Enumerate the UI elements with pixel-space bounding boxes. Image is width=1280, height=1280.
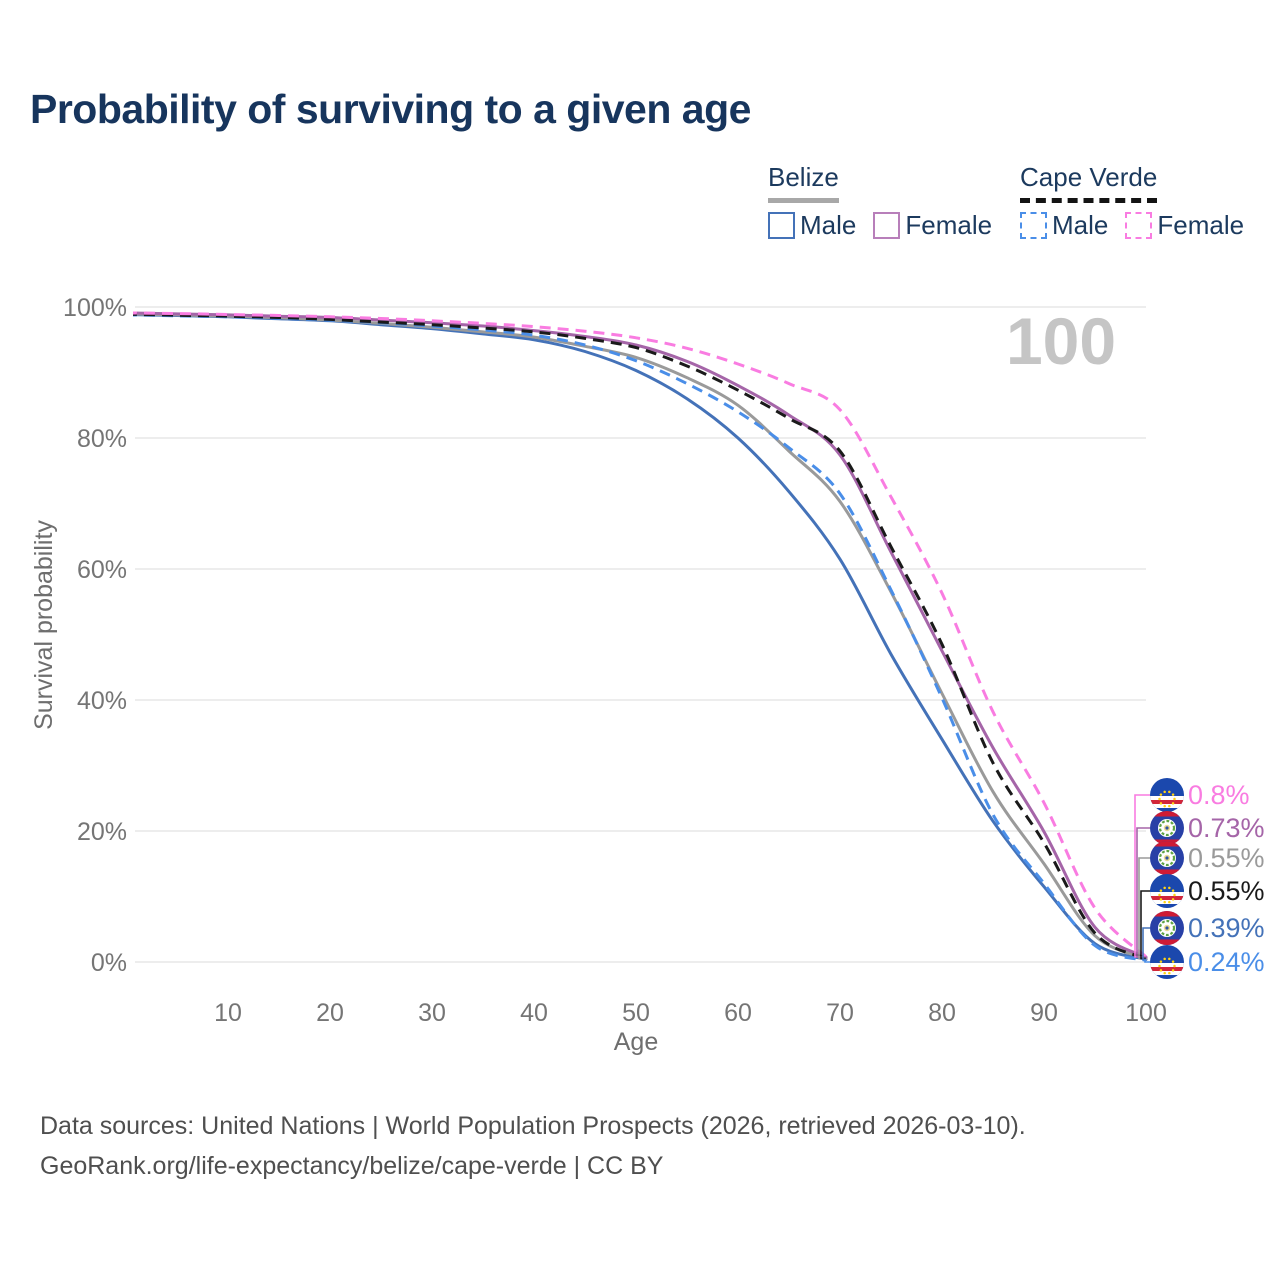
- x-tick-label: 70: [826, 999, 854, 1027]
- end-label-cape-verde-male-male: 0.24%: [1188, 947, 1265, 977]
- legend-label-cape-verde-female: Female: [1157, 210, 1245, 240]
- belize-flag-icon: [1150, 811, 1184, 845]
- cape-verde-flag-icon: [1150, 778, 1184, 812]
- end-label-leaders: [1134, 794, 1150, 963]
- footer-sources: Data sources: United Nations | World Pop…: [40, 1112, 1026, 1140]
- x-tick-label: 100: [1125, 999, 1167, 1027]
- belize-female-swatch: [873, 212, 901, 239]
- x-tick-label: 60: [724, 999, 752, 1027]
- gridlines: [135, 306, 1146, 963]
- belize-male-swatch: [768, 212, 795, 239]
- y-tick-label: 80%: [77, 425, 127, 453]
- y-tick-label: 40%: [77, 687, 127, 715]
- legend-item-belize-male[interactable]: Male: [768, 210, 856, 241]
- x-tick-label: 80: [928, 999, 956, 1027]
- cape-verde-flag-icon: [1150, 945, 1184, 979]
- cape-verde-male-swatch: [1020, 212, 1047, 239]
- line-cape-verde-male-male[interactable]: [126, 313, 1147, 962]
- end-label-leader: [1142, 927, 1150, 961]
- end-label-belize-male-male: 0.39%: [1188, 913, 1265, 943]
- x-tick-label: 40: [520, 999, 548, 1027]
- x-tick-label: 50: [622, 999, 650, 1027]
- legend-country-cape-verde[interactable]: Cape Verde: [1020, 162, 1158, 203]
- legend-item-cape-verde-male[interactable]: Male: [1020, 210, 1108, 241]
- x-tick-label: 20: [316, 999, 344, 1027]
- belize-flag-icon: [1150, 911, 1184, 945]
- line-belize-male-male[interactable]: [126, 313, 1148, 961]
- legend-label-belize-female: Female: [905, 210, 993, 240]
- legend-group-belize: Belize Male Female: [768, 162, 992, 241]
- end-label-cape-verde-female-female: 0.8%: [1188, 780, 1250, 810]
- cape-verde-female-swatch: [1125, 212, 1153, 239]
- end-label-leader: [1144, 959, 1150, 963]
- y-axis-title: Survival probability: [30, 520, 58, 730]
- legend-item-belize-female[interactable]: Female: [873, 210, 992, 241]
- x-tick-label: 30: [418, 999, 446, 1027]
- chart-title: Probability of surviving to a given age: [30, 86, 751, 132]
- y-tick-label: 100%: [63, 294, 127, 322]
- belize-flag-icon: [1150, 841, 1184, 875]
- series-lines: [126, 311, 1148, 962]
- legend-item-cape-verde-female[interactable]: Female: [1125, 210, 1244, 241]
- footer: Data sources: United Nations | World Pop…: [40, 1106, 1026, 1186]
- x-axis-title: Age: [614, 1028, 658, 1056]
- end-label-belize-female-female: 0.73%: [1188, 813, 1265, 843]
- footer-link[interactable]: GeoRank.org/life-expectancy/belize/cape-…: [40, 1152, 664, 1180]
- y-tick-label: 0%: [91, 949, 127, 977]
- legend-label-cape-verde-male: Male: [1052, 210, 1109, 240]
- cape-verde-flag-icon: [1150, 874, 1184, 908]
- legend-items-belize: Male Female: [768, 210, 992, 241]
- legend-label-belize-male: Male: [800, 210, 857, 240]
- legend-group-cape-verde: Cape Verde Male Female: [1020, 162, 1244, 241]
- line-belize-both[interactable]: [126, 312, 1148, 960]
- y-tick-label: 60%: [77, 556, 127, 584]
- y-tick-label: 20%: [77, 818, 127, 846]
- line-cape-verde-both[interactable]: [126, 312, 1147, 960]
- end-label-cape-verde-both: 0.55%: [1188, 876, 1265, 906]
- legend-country-belize[interactable]: Belize: [768, 162, 839, 203]
- end-label-belize-both: 0.55%: [1188, 843, 1265, 873]
- x-tick-label: 90: [1030, 999, 1058, 1027]
- x-tick-label: 10: [214, 999, 242, 1027]
- line-cape-verde-female-female[interactable]: [126, 311, 1148, 958]
- age-watermark: 100: [1006, 304, 1116, 378]
- line-belize-female-female[interactable]: [126, 311, 1148, 959]
- legend-items-cape-verde: Male Female: [1020, 210, 1244, 241]
